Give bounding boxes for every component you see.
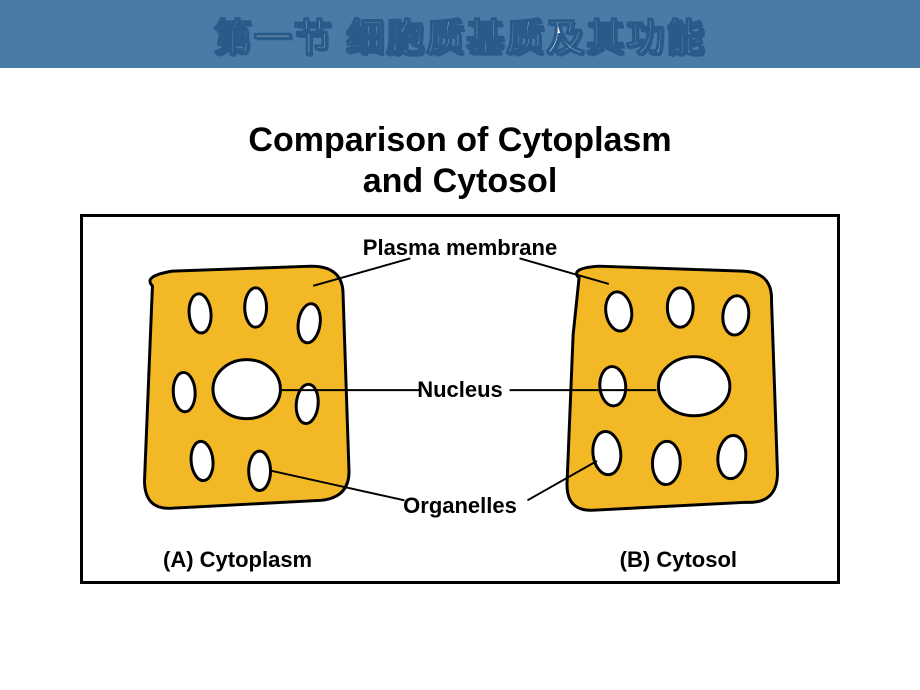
diagram-title-line2: and Cytosol <box>363 162 558 200</box>
organelle-hole <box>172 371 196 411</box>
nucleus-hole <box>213 359 280 418</box>
organelle-hole <box>245 287 267 326</box>
organelle-hole <box>667 287 693 326</box>
cell-a <box>145 266 349 508</box>
organelle-hole <box>652 440 681 484</box>
slide-header: 第一节 细胞质基质及其功能 <box>0 0 920 68</box>
cell-b-holes <box>591 287 751 484</box>
label-nucleus: Nucleus <box>417 377 503 403</box>
diagram-frame: Plasma membrane Nucleus Organelles (A) C… <box>80 214 840 584</box>
organelle-hole <box>599 365 628 406</box>
organelle-hole <box>249 451 271 490</box>
cell-b <box>567 266 777 510</box>
slide-header-title: 第一节 细胞质基质及其功能 <box>214 7 707 62</box>
caption-b: (B) Cytosol <box>620 547 737 573</box>
label-organelles: Organelles <box>403 493 517 519</box>
diagram-title-line1: Comparison of Cytoplasm <box>248 121 671 159</box>
nucleus-hole <box>658 356 729 415</box>
caption-a: (A) Cytoplasm <box>163 547 312 573</box>
label-plasma-membrane: Plasma membrane <box>363 235 557 261</box>
diagram-title: Comparison of Cytoplasm and Cytosol <box>0 120 920 202</box>
